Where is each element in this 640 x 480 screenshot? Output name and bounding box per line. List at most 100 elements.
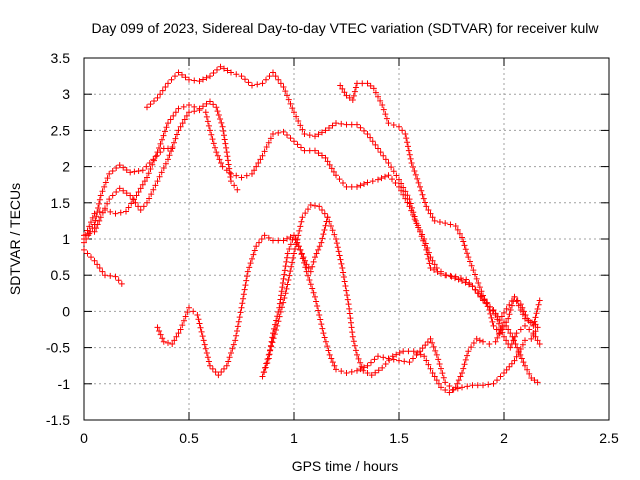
data-point — [514, 297, 521, 304]
data-point — [396, 176, 402, 183]
data-point — [154, 94, 161, 101]
data-point — [465, 254, 472, 261]
data-point — [287, 135, 294, 142]
data-point — [478, 293, 485, 300]
data-point — [486, 340, 493, 347]
data-point — [245, 79, 252, 86]
data-point — [259, 152, 266, 159]
data-point — [483, 299, 490, 306]
data-point — [253, 163, 260, 170]
data-point — [522, 362, 528, 369]
data-point — [462, 246, 469, 253]
data-point — [422, 342, 429, 349]
data-point — [186, 304, 192, 311]
data-point — [270, 237, 276, 244]
data-point — [418, 187, 425, 194]
data-point — [202, 345, 209, 352]
data-point — [238, 73, 245, 80]
y-tick-label: 3.5 — [51, 50, 71, 66]
data-point — [496, 317, 503, 324]
data-point — [135, 188, 142, 195]
data-point — [392, 180, 399, 187]
data-point — [247, 260, 254, 267]
data-point — [285, 277, 292, 284]
data-point — [338, 368, 345, 375]
data-point — [91, 228, 98, 235]
data-point — [296, 227, 303, 234]
data-point — [157, 91, 164, 98]
data-point — [195, 316, 202, 323]
data-point — [152, 182, 159, 189]
data-point — [369, 178, 376, 185]
data-point — [475, 279, 482, 286]
data-point — [408, 159, 415, 166]
data-point — [419, 191, 426, 198]
data-point — [487, 310, 494, 317]
data-point — [289, 259, 296, 266]
data-point — [262, 364, 269, 371]
y-tick-labels: -1.5 -1 -0.5 0 0.5 1 1.5 2 2.5 3 3.5 — [46, 50, 70, 428]
data-point — [333, 120, 339, 127]
data-point — [452, 384, 459, 391]
data-point — [141, 178, 148, 185]
data-point — [410, 355, 416, 362]
data-point — [140, 203, 147, 210]
data-point — [286, 245, 293, 252]
data-point — [279, 284, 286, 291]
data-point — [341, 89, 348, 96]
data-point — [137, 207, 144, 214]
data-point — [354, 121, 360, 128]
data-point — [372, 369, 379, 376]
data-point — [533, 310, 540, 317]
x-tick-labels: 0 0.5 1 1.5 2 2.5 — [80, 430, 619, 446]
data-point — [201, 341, 208, 348]
data-point — [321, 334, 328, 341]
data-point — [464, 383, 471, 390]
data-point — [407, 200, 414, 207]
data-point — [423, 203, 430, 210]
data-point — [350, 92, 357, 99]
data-point — [405, 143, 411, 150]
data-point — [281, 294, 288, 301]
data-point — [536, 297, 543, 304]
data-point — [102, 179, 109, 186]
y-axis-label: SDTVAR / TECUs — [7, 183, 23, 295]
data-point — [208, 131, 215, 138]
data-point — [282, 290, 289, 297]
data-point — [163, 124, 170, 131]
data-point — [276, 304, 283, 311]
data-point — [507, 330, 514, 337]
data-point — [284, 92, 290, 99]
data-point — [156, 173, 163, 180]
data-point — [470, 340, 477, 347]
data-point — [485, 381, 492, 388]
data-point — [406, 203, 413, 210]
data-point — [166, 152, 173, 159]
data-point — [442, 386, 449, 393]
data-point — [404, 139, 411, 146]
data-point — [325, 347, 332, 354]
x-tick-label: 1.5 — [389, 430, 409, 446]
series-track-a — [81, 246, 125, 287]
data-point — [468, 262, 475, 269]
data-point — [414, 175, 421, 182]
data-point — [272, 321, 279, 328]
data-point — [406, 151, 413, 158]
data-point — [421, 236, 428, 242]
data-point — [401, 358, 408, 365]
data-point — [196, 107, 203, 114]
data-point — [489, 318, 496, 325]
data-point — [258, 236, 265, 242]
data-point — [349, 96, 356, 103]
data-point — [268, 338, 275, 345]
data-point — [160, 132, 167, 139]
data-point — [117, 209, 124, 216]
data-point — [404, 199, 411, 206]
data-point — [226, 169, 233, 176]
data-point — [191, 108, 198, 115]
data-point — [495, 330, 502, 337]
data-point — [186, 102, 192, 109]
data-point — [127, 192, 134, 199]
data-point — [534, 337, 541, 344]
data-point — [315, 307, 322, 314]
